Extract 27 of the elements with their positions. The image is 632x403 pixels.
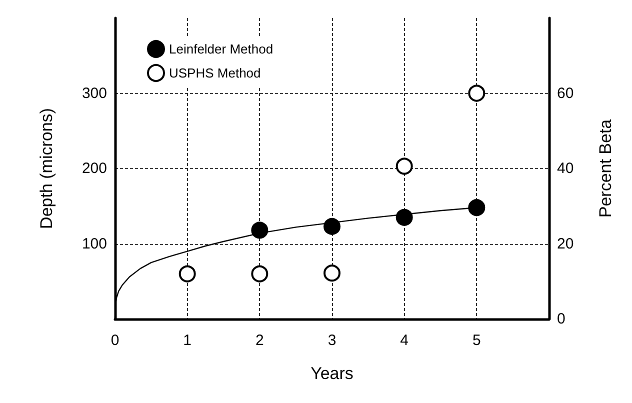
legend-label: Leinfelder Method bbox=[169, 42, 274, 56]
x-tick-label: 0 bbox=[110, 332, 120, 349]
x-tick-label: 4 bbox=[400, 332, 409, 349]
x-tick-label: 5 bbox=[472, 332, 481, 349]
y2-axis-title: Percent Beta bbox=[596, 118, 615, 218]
point bbox=[468, 84, 486, 102]
legend-label: USPHS Method bbox=[169, 66, 261, 80]
x-tick-label: 1 bbox=[183, 332, 192, 349]
point bbox=[251, 265, 268, 282]
x-tick-label: 3 bbox=[328, 332, 336, 349]
y2-tick-label: 60 bbox=[557, 84, 574, 102]
point bbox=[396, 208, 413, 226]
point bbox=[324, 264, 340, 282]
y-tick-label: 200 bbox=[82, 160, 107, 177]
y-tick-label: 100 bbox=[82, 235, 107, 252]
point bbox=[396, 158, 413, 175]
y2-tick-label: 40 bbox=[557, 160, 574, 177]
y-tick-label: 300 bbox=[82, 84, 107, 102]
point bbox=[251, 222, 268, 239]
point bbox=[178, 265, 196, 282]
point bbox=[468, 199, 486, 216]
x-axis-title: Years bbox=[310, 364, 354, 383]
y2-tick-label: 0 bbox=[557, 310, 566, 328]
y2-tick-label: 20 bbox=[557, 235, 574, 252]
point bbox=[324, 218, 340, 235]
y-axis-title: Depth (microns) bbox=[37, 108, 56, 229]
x-tick-label: 2 bbox=[255, 332, 264, 349]
